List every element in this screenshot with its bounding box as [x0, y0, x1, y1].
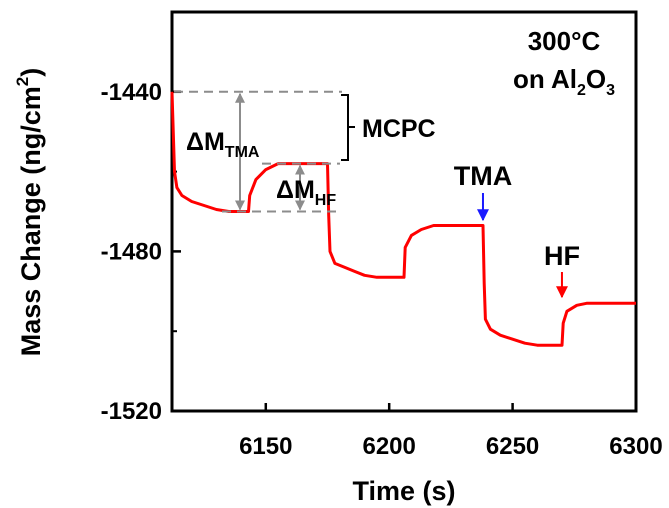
- mcpc-label: MCPC: [362, 115, 436, 143]
- y-tick-label: -1520: [101, 398, 162, 425]
- y-axis-title-close: ): [16, 68, 46, 77]
- hf-label: HF: [544, 241, 580, 271]
- x-axis-title: Time (s): [352, 476, 455, 506]
- condition-line2: on Al2O3: [513, 64, 615, 99]
- y-axis-ticks: -1440 -1480 -1520: [101, 79, 181, 425]
- condition-sub1: 2: [577, 82, 586, 99]
- measure-arrows: [235, 92, 305, 211]
- plot-frame: [170, 10, 638, 413]
- condition-sub2: 3: [606, 82, 615, 99]
- x-tick-label: 6150: [239, 433, 292, 460]
- dm-hf-sub: HF: [315, 192, 337, 209]
- mcpc-bracket: [341, 94, 355, 161]
- reference-lines: [174, 90, 342, 213]
- y-tick-label: -1440: [101, 79, 162, 106]
- x-tick-label: 6300: [609, 433, 662, 460]
- dm-hf-label: ΔMHF: [276, 176, 336, 209]
- dm-tma-label: ΔMTMA: [186, 128, 260, 161]
- y-axis-title: Mass Change (ng/cm2): [13, 68, 46, 357]
- dm-tma-sub: TMA: [225, 144, 260, 161]
- condition-line1: 300°C: [528, 26, 601, 56]
- tma-label: TMA: [454, 161, 512, 191]
- x-tick-label: 6250: [486, 433, 539, 460]
- x-tick-label: 6200: [362, 433, 415, 460]
- condition-mid: O: [586, 64, 606, 94]
- y-axis-title-sup: 2: [13, 77, 32, 86]
- y-tick-label: -1480: [101, 238, 162, 265]
- x-axis-ticks: 6150 6200 6250 6300: [239, 403, 663, 460]
